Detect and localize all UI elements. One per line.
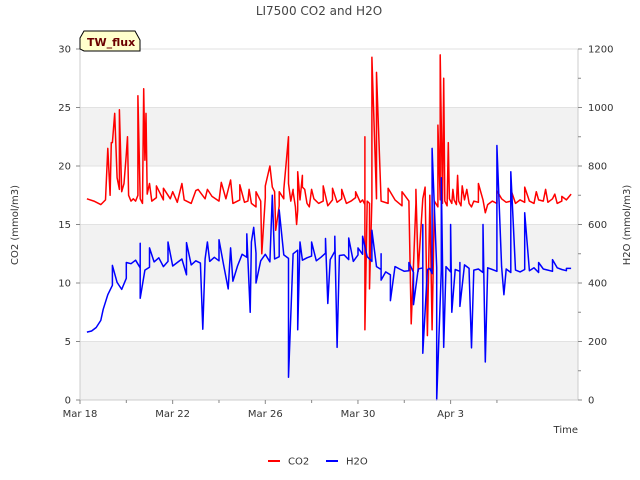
y-tick-label: 20 [58,162,71,173]
y-right-tick-label: 1000 [588,103,613,114]
site-badge: TW_flux [79,30,141,52]
series-layer [86,54,572,401]
right-axis: 0 200 400 600 800 1000 1200 [577,45,613,407]
background-band [80,341,578,400]
background-bands [80,107,578,400]
y-tick-label: 25 [58,103,71,114]
y-right-tick-label: 200 [588,337,607,348]
site-badge-box [79,30,141,52]
legend-label-h2o: H2O [346,457,368,468]
y-tick-label: 30 [58,45,71,56]
series-line-h2o [86,144,572,401]
y-tick-label: 15 [58,220,71,231]
x-tick-label: Mar 30 [341,409,376,420]
x-tick-label: Mar 18 [63,409,98,420]
y-tick-label: 0 [65,396,71,407]
y-tick-label: 5 [65,337,71,348]
chart-title: LI7500 CO2 and H2O [256,4,382,18]
y-axis-right-label: H2O (mmol/m3) [622,185,633,266]
y-right-tick-label: 0 [588,396,594,407]
left-axis: 0 5 10 15 20 25 30 [58,45,81,407]
x-tick-label: Apr 3 [437,409,464,420]
site-badge-label: TW_flux [87,36,135,49]
bottom-axis: Mar 18 Mar 22 Mar 26 Mar 30 Apr 3 [63,399,578,420]
y-right-tick-label: 800 [588,162,607,173]
y-right-tick-label: 1200 [588,45,613,56]
y-right-tick-label: 400 [588,279,607,290]
y-axis-label: CO2 (mmol/m3) [10,185,21,265]
background-band [80,107,578,166]
y-tick-label: 10 [58,279,71,290]
legend-label-co2: CO2 [288,457,309,468]
x-tick-label: Mar 22 [155,409,190,420]
y-right-tick-label: 600 [588,220,607,231]
legend: CO2 H2O [268,457,368,468]
x-axis-label: Time [553,425,578,436]
series-line-co2 [86,54,572,337]
x-tick-label: Mar 26 [248,409,283,420]
